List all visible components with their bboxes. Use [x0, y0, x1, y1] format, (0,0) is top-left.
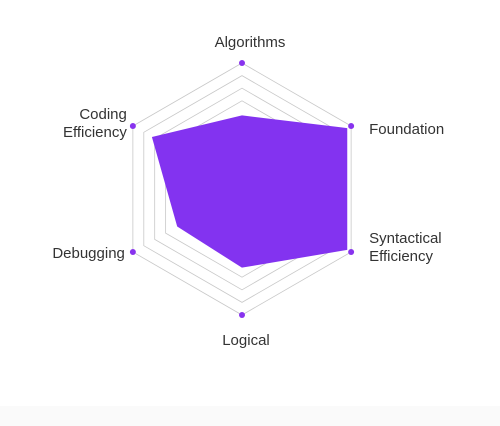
data-area-1: [151, 115, 348, 268]
axis-label-line: Algorithms: [215, 34, 286, 51]
axis-label-line: Coding: [79, 106, 127, 123]
axis-label-line: Efficiency: [63, 124, 127, 141]
axis-marker-1: [239, 60, 245, 66]
axis-label-6: Coding Efficiency: [63, 106, 127, 141]
axis-label-4: Logical: [222, 332, 270, 349]
axis-marker-3: [348, 249, 355, 255]
axis-label-line: Syntactical: [369, 230, 442, 247]
axis-marker-6: [129, 123, 136, 129]
axis-label-line: Foundation: [369, 121, 444, 138]
axis-marker-5: [129, 249, 136, 255]
axis-marker-4: [239, 312, 245, 318]
axis-label-line: Efficiency: [369, 248, 433, 265]
axis-label-5: Debugging: [52, 245, 125, 262]
axis-label-1: Algorithms: [215, 34, 286, 51]
axis-label-line: Debugging: [52, 245, 125, 262]
axis-label-line: Logical: [222, 332, 270, 349]
bottom-band: [0, 406, 500, 426]
axis-label-3: Syntactical Efficiency: [369, 230, 442, 265]
axis-label-2: Foundation: [369, 121, 444, 138]
axis-marker-2: [348, 123, 355, 129]
